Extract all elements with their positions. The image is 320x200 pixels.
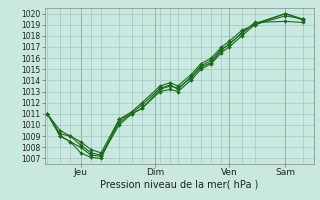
X-axis label: Pression niveau de la mer( hPa ): Pression niveau de la mer( hPa ) bbox=[100, 180, 258, 190]
